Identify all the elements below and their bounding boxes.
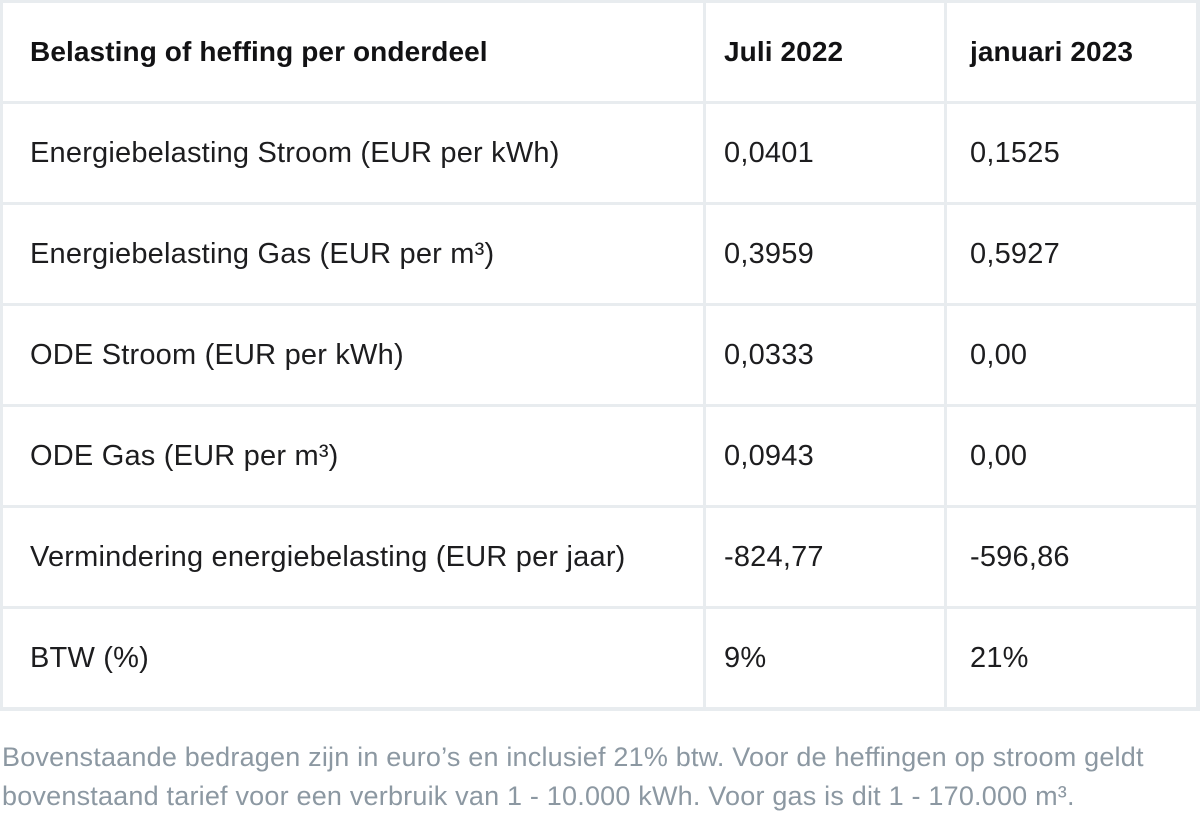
row-label: ODE Gas (EUR per m³) [3, 407, 703, 505]
footnote-line-1: Bovenstaande bedragen zijn in euro’s en … [2, 742, 1144, 772]
row-label: Energiebelasting Gas (EUR per m³) [3, 205, 703, 303]
column-header-januari-2023: januari 2023 [947, 3, 1196, 101]
value-juli-2022: 0,3959 [706, 205, 944, 303]
value-juli-2022: -824,77 [706, 508, 944, 606]
row-label: ODE Stroom (EUR per kWh) [3, 306, 703, 404]
row-label: Vermindering energiebelasting (EUR per j… [3, 508, 703, 606]
row-label: Energiebelasting Stroom (EUR per kWh) [3, 104, 703, 202]
tax-rates-table: Belasting of heffing per onderdeel Juli … [0, 0, 1200, 711]
value-januari-2023: 0,00 [947, 306, 1196, 404]
column-header-juli-2022: Juli 2022 [706, 3, 944, 101]
footnote-line-2: bovenstaand tarief voor een verbruik van… [2, 781, 1075, 811]
value-januari-2023: 21% [947, 609, 1196, 707]
row-label: BTW (%) [3, 609, 703, 707]
value-juli-2022: 0,0943 [706, 407, 944, 505]
value-januari-2023: -596,86 [947, 508, 1196, 606]
value-juli-2022: 0,0333 [706, 306, 944, 404]
footnote: Bovenstaande bedragen zijn in euro’s en … [0, 738, 1200, 816]
value-januari-2023: 0,1525 [947, 104, 1196, 202]
value-januari-2023: 0,5927 [947, 205, 1196, 303]
value-juli-2022: 0,0401 [706, 104, 944, 202]
column-header-belasting-onderdeel: Belasting of heffing per onderdeel [3, 3, 703, 101]
value-januari-2023: 0,00 [947, 407, 1196, 505]
value-juli-2022: 9% [706, 609, 944, 707]
